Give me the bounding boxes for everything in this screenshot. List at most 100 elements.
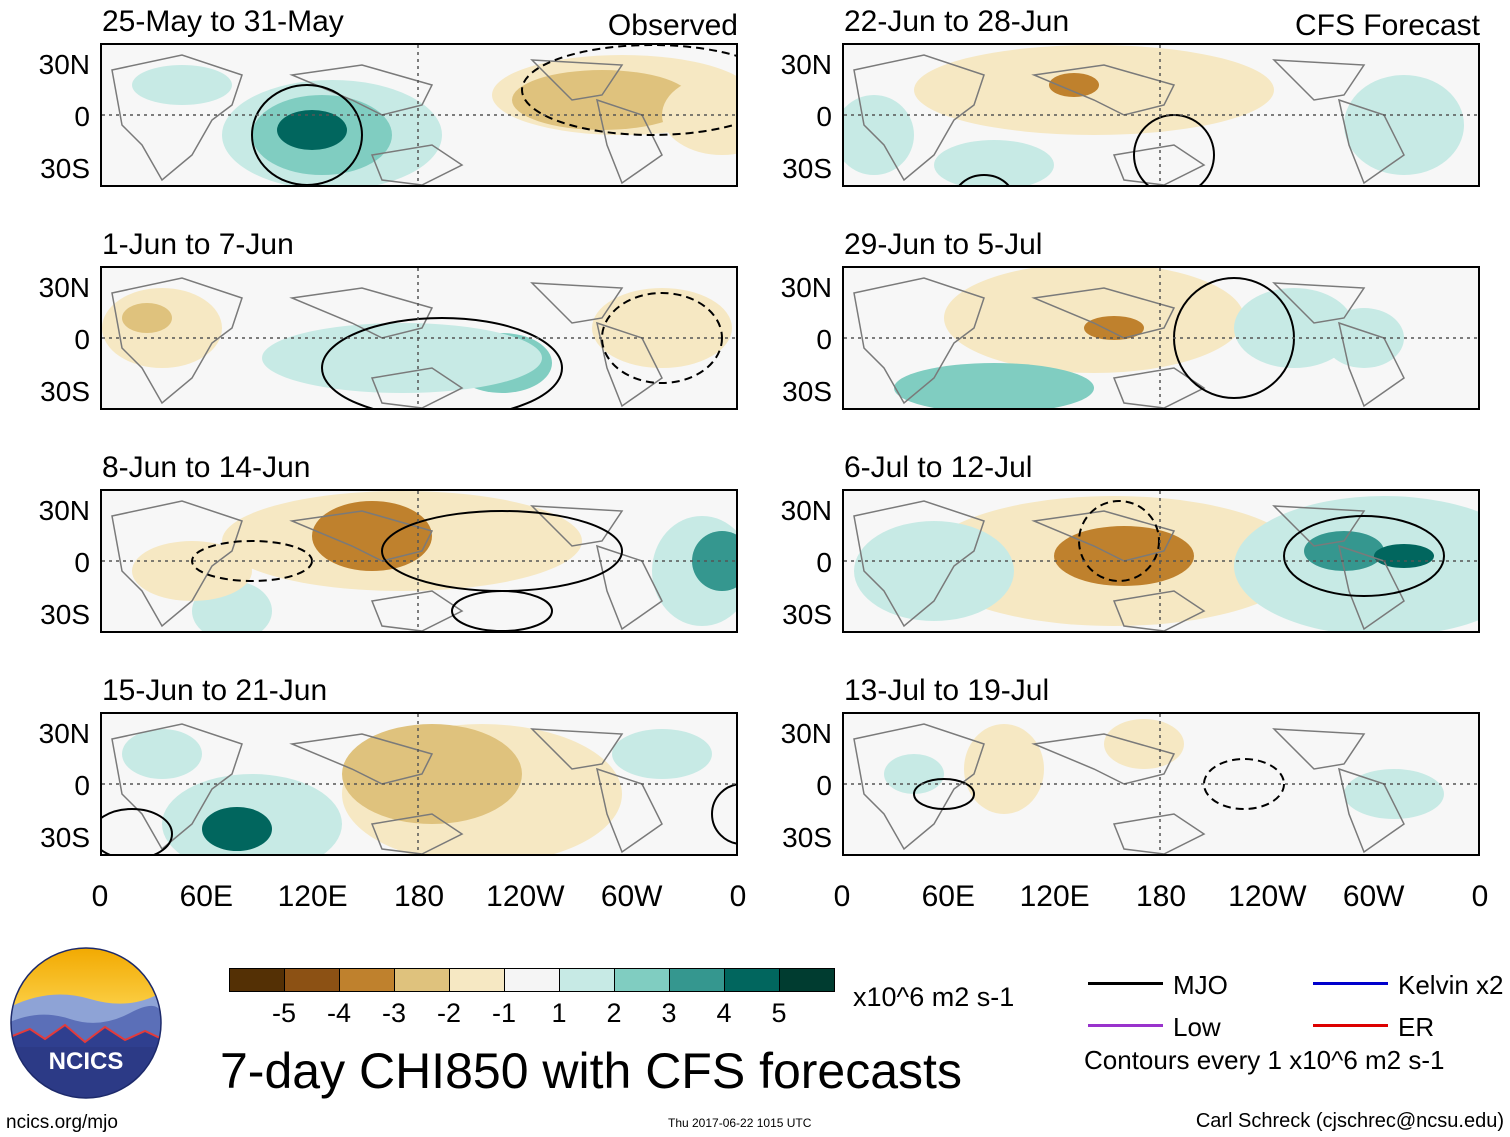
colorbar-tick-label: 4 (716, 998, 732, 1028)
panel-title: 6-Jul to 12-Jul (844, 451, 1033, 484)
anomaly-shading (854, 521, 1014, 621)
footer-timestamp: Thu 2017-06-22 1015 UTC (668, 1116, 812, 1130)
map-panel (842, 712, 1480, 856)
x-tick-label: 180 (393, 880, 445, 913)
footer-author: Carl Schreck (cjschrec@ncsu.edu) (1195, 1110, 1504, 1132)
panel-title: 22-Jun to 28-Jun (844, 5, 1070, 38)
coastline (370, 367, 464, 408)
footer-url[interactable]: ncics.org/mjo (6, 1112, 118, 1133)
coastline (1031, 510, 1176, 562)
mjo-contour (321, 317, 563, 408)
anomaly-shading (964, 724, 1044, 814)
map-panel (100, 266, 738, 410)
anomaly-shading (894, 363, 1094, 408)
map-plot (844, 491, 1478, 631)
map-plot (102, 491, 736, 631)
panel-title: 8-Jun to 14-Jun (102, 451, 311, 484)
y-tick-label: 0 (816, 324, 832, 355)
coastline (111, 723, 243, 851)
column-label: Observed (607, 9, 738, 42)
y-tick-label: 0 (74, 324, 90, 355)
coastline (370, 590, 464, 631)
x-tick-label: 0 (729, 880, 747, 913)
colorbar-tick-label: -3 (381, 998, 406, 1028)
y-tick-label: 30N (38, 495, 90, 526)
map-panel (100, 712, 738, 856)
anomaly-shading (1304, 531, 1384, 571)
coastline (1272, 282, 1366, 324)
coastline (853, 277, 985, 405)
coastline (370, 144, 464, 185)
ncics-logo: NCICS (10, 947, 162, 1099)
coastline (1337, 98, 1405, 185)
coastline (595, 544, 663, 631)
map-panel (100, 489, 738, 633)
y-tick-label: 30S (782, 822, 832, 853)
coastline (530, 282, 624, 324)
coastline (1031, 287, 1176, 339)
coastline (370, 813, 464, 854)
legend-label: MJO (1173, 970, 1228, 1000)
y-tick-label: 30N (38, 272, 90, 303)
anomaly-shading (592, 288, 732, 368)
coastline (1272, 728, 1366, 770)
y-tick-label: 30N (780, 49, 832, 80)
anomaly-shading (122, 729, 202, 779)
mjo-contour (1283, 515, 1445, 597)
coastline (111, 500, 243, 628)
mjo-contour (1203, 758, 1285, 810)
y-tick-label: 30S (782, 376, 832, 407)
colorbar-units: x10^6 m2 s-1 (853, 982, 1015, 1012)
y-tick-label: 0 (816, 101, 832, 132)
panel-title: 13-Jul to 19-Jul (844, 674, 1050, 707)
x-tick-label: 0 (91, 880, 109, 913)
colorbar-tick-label: -2 (436, 998, 461, 1028)
x-tick-label: 120E (277, 880, 348, 913)
map-panel (842, 266, 1480, 410)
anomaly-shading (277, 110, 347, 150)
legend-label: Low (1173, 1012, 1221, 1042)
y-tick-label: 0 (74, 770, 90, 801)
mjo-contour (102, 808, 173, 854)
x-tick-label: 120W (486, 880, 565, 913)
anomaly-shading (612, 729, 712, 779)
coastline (530, 59, 624, 101)
y-tick-label: 30S (40, 153, 90, 184)
coastline (289, 64, 434, 116)
x-tick-label: 0 (833, 880, 851, 913)
anomaly-shading (1049, 73, 1099, 97)
coastline (1112, 144, 1206, 185)
legend-label: Kelvin x2 (1398, 970, 1504, 1000)
coastline (1337, 767, 1405, 854)
legend-label: ER (1398, 1012, 1435, 1042)
coastline (1112, 590, 1206, 631)
x-tick-label: 180 (1135, 880, 1187, 913)
anomaly-shading (1054, 526, 1194, 586)
coastline (289, 510, 434, 562)
x-tick-label: 60W (600, 880, 663, 913)
coastline (853, 54, 985, 182)
y-tick-label: 30N (38, 49, 90, 80)
y-tick-label: 30S (40, 822, 90, 853)
colorbar-tick-label: -1 (491, 998, 516, 1028)
colorbar-swatch (504, 968, 560, 992)
anomaly-shading (1344, 75, 1464, 175)
map-plot (102, 268, 736, 408)
anomaly-shading (262, 323, 542, 393)
coastline (853, 500, 985, 628)
y-tick-label: 30S (782, 599, 832, 630)
panel-title: 15-Jun to 21-Jun (102, 674, 328, 707)
x-tick-label: 60E (179, 880, 234, 913)
colorbar-tick-label: 5 (771, 998, 787, 1028)
panel-title: 29-Jun to 5-Jul (844, 228, 1043, 261)
anomaly-shading (312, 501, 432, 571)
x-tick-label: 60E (921, 880, 976, 913)
mjo-contour (958, 174, 1010, 185)
coastline (111, 54, 243, 182)
coastline (1031, 64, 1176, 116)
mjo-contour (913, 778, 975, 810)
colorbar-swatch (229, 968, 285, 992)
anomaly-shading (122, 303, 172, 333)
column-label: CFS Forecast (1294, 9, 1480, 42)
mjo-contour (521, 45, 736, 136)
